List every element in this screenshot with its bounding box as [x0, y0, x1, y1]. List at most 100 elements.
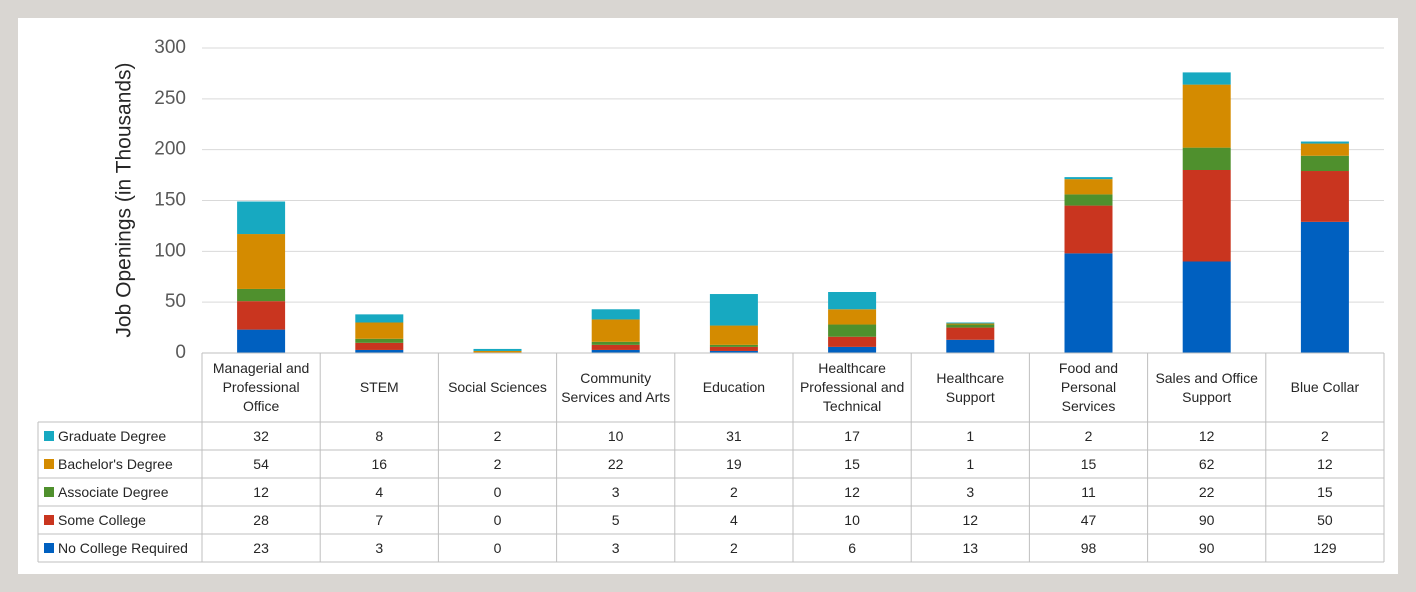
bar-segment — [1182, 147, 1231, 170]
table-value: 15 — [844, 455, 860, 472]
legend-swatch — [44, 459, 54, 469]
bar-segment — [355, 349, 404, 353]
table-value: 1 — [966, 427, 975, 444]
table-value: 2 — [1320, 427, 1329, 444]
legend-entry: Bachelor's Degree — [38, 450, 202, 478]
y-tick-label: 150 — [154, 190, 186, 211]
table-value: 13 — [962, 539, 979, 556]
table-value: 62 — [1198, 455, 1215, 472]
bar-segment — [237, 201, 286, 235]
bar-segment — [591, 319, 640, 342]
bar-segment — [709, 325, 758, 345]
y-tick-label: 300 — [154, 37, 186, 58]
table-value: 22 — [1198, 483, 1215, 500]
table-value: 12 — [1317, 455, 1333, 472]
bar-segment — [355, 342, 404, 350]
table-value: 11 — [1081, 483, 1096, 500]
legend-entry: Associate Degree — [38, 478, 202, 506]
bar-segment — [355, 314, 404, 323]
bar-segment — [1064, 177, 1113, 180]
table-value: 8 — [375, 427, 384, 444]
table-value: 4 — [375, 483, 384, 500]
legend-entry: Graduate Degree — [38, 422, 202, 450]
table-value: 0 — [493, 539, 502, 556]
bar-segment — [946, 322, 995, 324]
bar-segment — [1300, 141, 1349, 144]
table-value: 98 — [1080, 539, 1097, 556]
table-value: 19 — [726, 455, 742, 472]
y-tick-label: 100 — [154, 240, 186, 261]
bar-segment — [1064, 253, 1113, 353]
table-value: 15 — [1080, 455, 1097, 472]
bar-segment — [1064, 194, 1113, 206]
table-value: 7 — [375, 511, 384, 528]
y-tick-label: 250 — [154, 88, 186, 109]
table-value: 3 — [966, 483, 975, 500]
bar-segment — [355, 338, 404, 343]
legend-label: Graduate Degree — [58, 427, 167, 444]
table-value: 2 — [729, 539, 738, 556]
table-value: 10 — [607, 427, 624, 444]
bar-segment — [591, 309, 640, 320]
bar-segment — [1182, 170, 1231, 262]
y-axis-title: Job Openings (in Thousands) — [113, 62, 136, 337]
table-value: 16 — [371, 455, 388, 472]
legend-swatch — [44, 515, 54, 525]
table-value: 3 — [611, 483, 620, 500]
table-value: 50 — [1317, 511, 1333, 528]
category-label: Education — [702, 379, 766, 395]
bar-segment — [1182, 84, 1231, 148]
bar-segment — [237, 301, 286, 330]
legend-label: Some College — [58, 511, 146, 528]
table-value: 17 — [844, 427, 860, 444]
table-value: 54 — [253, 455, 269, 472]
bar-segment — [473, 350, 522, 353]
category-label: Food and Personal Services — [1058, 360, 1119, 414]
bar-segment — [237, 288, 286, 302]
bar-segment — [828, 324, 877, 337]
bar-segment — [946, 323, 995, 325]
table-value: 12 — [253, 483, 269, 500]
table-value: 2 — [493, 455, 502, 472]
table-value: 28 — [253, 511, 269, 528]
table-value: 12 — [844, 483, 860, 500]
bar-segment — [1300, 143, 1349, 156]
table-value: 4 — [729, 511, 738, 528]
bar-segment — [591, 344, 640, 350]
bar-segment — [237, 234, 286, 289]
category-label: Sales and Office Support — [1155, 369, 1258, 405]
bar-segment — [1300, 221, 1349, 353]
table-value: 6 — [848, 539, 856, 556]
category-label: Social Sciences — [448, 379, 547, 395]
bar-segment — [709, 346, 758, 351]
bar-segment — [237, 329, 286, 353]
bar-segment — [591, 349, 640, 353]
table-value: 90 — [1198, 539, 1215, 556]
bar-segment — [828, 309, 877, 325]
table-value: 23 — [253, 539, 269, 556]
bar-segment — [709, 294, 758, 326]
table-value: 90 — [1198, 511, 1215, 528]
bar-segment — [946, 324, 995, 328]
bar-segment — [709, 350, 758, 353]
bar-segment — [828, 346, 877, 353]
table-value: 47 — [1080, 511, 1097, 528]
y-tick-label: 0 — [175, 342, 186, 363]
legend-swatch — [44, 431, 54, 441]
table-value: 31 — [726, 427, 742, 444]
category-label: Healthcare Professional and Technical — [799, 360, 905, 414]
bar-segment — [1064, 205, 1113, 254]
bar-segment — [1300, 171, 1349, 222]
y-tick-label: 50 — [165, 291, 186, 312]
bar-segment — [355, 322, 404, 339]
category-label: Healthcare Support — [936, 369, 1005, 405]
category-label: Managerial and Professional Office — [212, 360, 310, 414]
bar-segment — [828, 336, 877, 347]
table-value: 2 — [493, 427, 502, 444]
bar-segment — [1064, 179, 1113, 195]
table-value: 129 — [1313, 539, 1337, 556]
table-value: 3 — [611, 539, 620, 556]
table-value: 0 — [493, 511, 502, 528]
table-value: 3 — [375, 539, 384, 556]
